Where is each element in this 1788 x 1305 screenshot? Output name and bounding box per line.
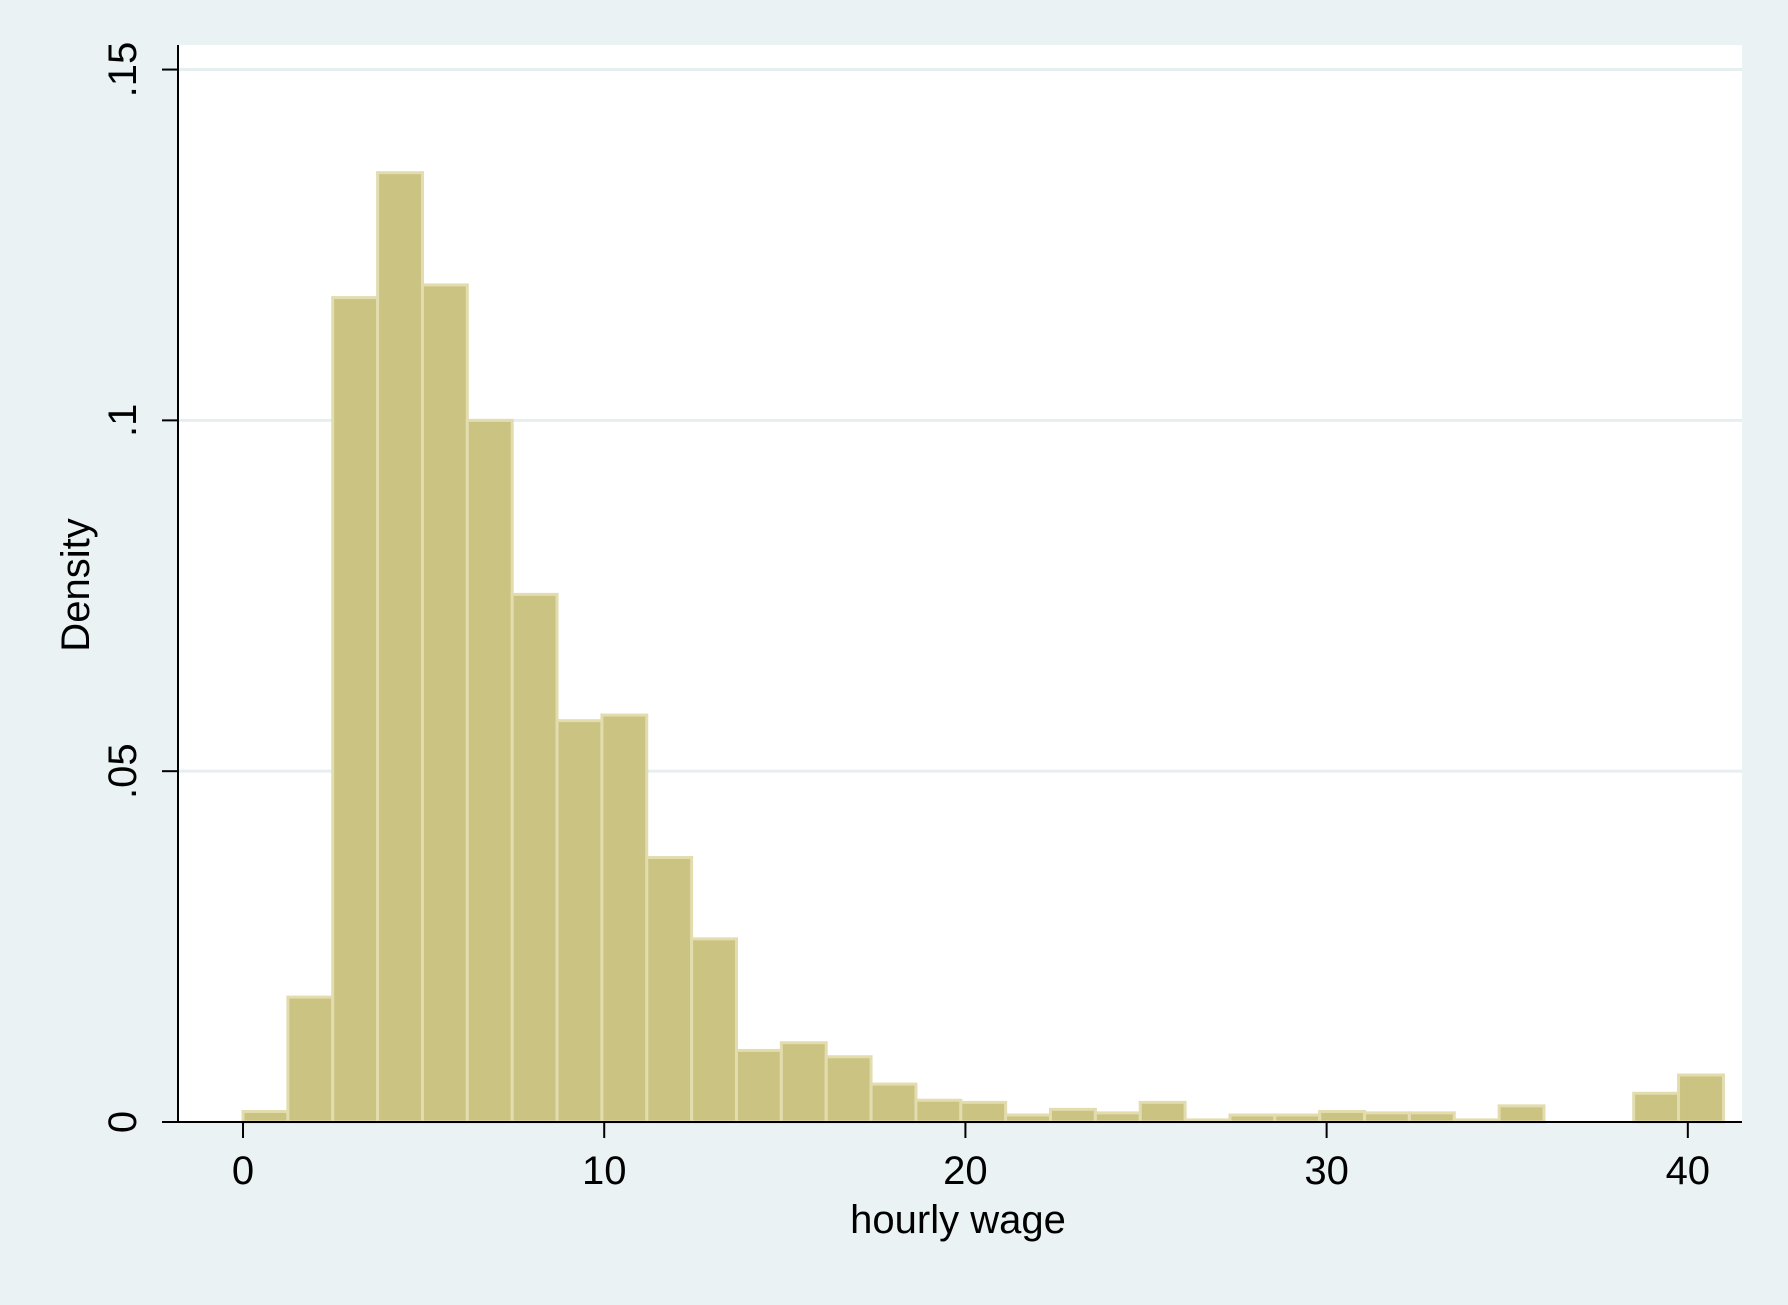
x-axis-label: hourly wage (850, 1198, 1066, 1242)
histogram-bar (286, 995, 335, 1124)
x-tick-label: 20 (943, 1149, 988, 1193)
histogram-bar (1004, 1113, 1053, 1124)
y-axis-label: Density (54, 518, 98, 651)
histogram-bar (555, 719, 604, 1124)
histogram-bar (465, 418, 514, 1124)
histogram-bar (376, 171, 424, 1124)
y-tick-label: .1 (101, 404, 145, 437)
histogram-bar (959, 1100, 1008, 1124)
histogram-bar (1363, 1111, 1411, 1124)
x-tick-label: 30 (1304, 1149, 1349, 1193)
histogram-bar (1497, 1104, 1546, 1124)
y-tick-label: .15 (101, 42, 145, 98)
histogram-bar (734, 1048, 783, 1124)
histogram-bar (510, 592, 559, 1124)
histogram-bar (1407, 1111, 1456, 1124)
histogram-bar (1273, 1113, 1322, 1124)
x-tick-label: 10 (582, 1149, 627, 1193)
histogram-bar (241, 1109, 290, 1124)
histogram-bar (779, 1041, 828, 1124)
histogram-bars (241, 171, 1725, 1124)
x-tick-label: 40 (1666, 1149, 1711, 1193)
x-tick-label: 0 (232, 1149, 254, 1193)
histogram-bar (645, 855, 694, 1124)
histogram-bar (1632, 1091, 1681, 1124)
histogram-bar (1318, 1109, 1367, 1124)
x-ticks: 0 10 20 30 40 (232, 1122, 1710, 1193)
y-ticks: 0 .05 .1 .15 (101, 42, 178, 1133)
histogram-bar (914, 1098, 963, 1124)
histogram-bar (690, 937, 738, 1124)
histogram-bar (331, 296, 380, 1124)
histogram-bar (1138, 1100, 1187, 1124)
y-tick-label: .05 (101, 743, 145, 799)
histogram-bar (1677, 1073, 1725, 1124)
y-tick-label: 0 (101, 1111, 145, 1133)
axes (177, 45, 1742, 1123)
histogram-bar (824, 1055, 873, 1124)
histogram-bar (600, 713, 649, 1124)
histogram-bar (1228, 1113, 1277, 1124)
histogram-bar (1049, 1107, 1097, 1124)
histogram-bar (1093, 1111, 1142, 1124)
histogram-bar (869, 1082, 918, 1124)
histogram-bar (420, 283, 469, 1124)
